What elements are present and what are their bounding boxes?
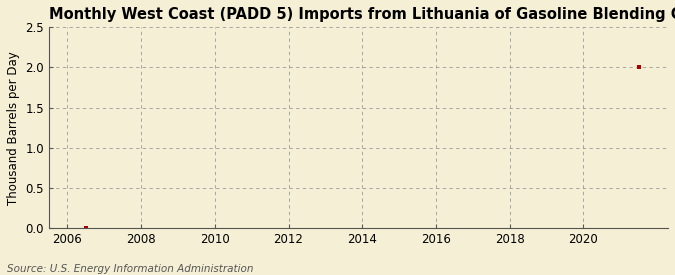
Text: Source: U.S. Energy Information Administration: Source: U.S. Energy Information Administ… xyxy=(7,264,253,274)
Y-axis label: Thousand Barrels per Day: Thousand Barrels per Day xyxy=(7,51,20,205)
Text: Monthly West Coast (PADD 5) Imports from Lithuania of Gasoline Blending Componen: Monthly West Coast (PADD 5) Imports from… xyxy=(49,7,675,22)
